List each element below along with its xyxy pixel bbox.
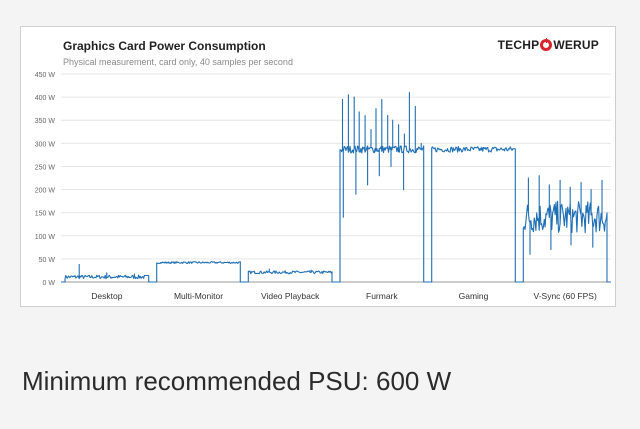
- techpowerup-logo: TECHP WERUP: [498, 38, 599, 52]
- x-category-label: Multi-Monitor: [174, 291, 223, 301]
- y-tick-label: 350 W: [35, 118, 56, 125]
- logo-text-left: TECHP: [497, 38, 540, 52]
- x-category-label: V-Sync (60 FPS): [534, 291, 597, 301]
- x-category-label: Video Playback: [261, 291, 320, 301]
- y-tick-label: 400 W: [35, 95, 56, 102]
- power-series-line: [61, 91, 611, 283]
- x-category-label: Gaming: [459, 291, 489, 301]
- psu-recommendation: Minimum recommended PSU: 600 W: [22, 366, 452, 396]
- power-consumption-chart: 0 W 50 W 100 W 150 W 200 W 250 W 300 W 350 W 400…: [35, 72, 611, 301]
- chart-subtitle: Physical measurement, card only, 40 samp…: [63, 57, 293, 67]
- y-tick-label: 300 W: [35, 141, 56, 148]
- y-tick-label: 250 W: [35, 164, 56, 171]
- power-icon: [540, 38, 553, 51]
- x-category-label: Desktop: [91, 291, 122, 301]
- y-tick-label: 200 W: [35, 188, 56, 195]
- x-category-label: Furmark: [366, 291, 398, 301]
- y-tick-label: 0 W: [43, 280, 56, 287]
- y-tick-label: 100 W: [35, 234, 56, 241]
- y-tick-label: 450 W: [35, 72, 56, 79]
- y-tick-label: 150 W: [35, 211, 56, 218]
- chart-title: Graphics Card Power Consumption: [63, 39, 266, 53]
- chart-card: Graphics Card Power Consumption Physical…: [20, 26, 616, 307]
- logo-text-right: WERUP: [553, 38, 599, 52]
- y-tick-label: 50 W: [39, 257, 56, 264]
